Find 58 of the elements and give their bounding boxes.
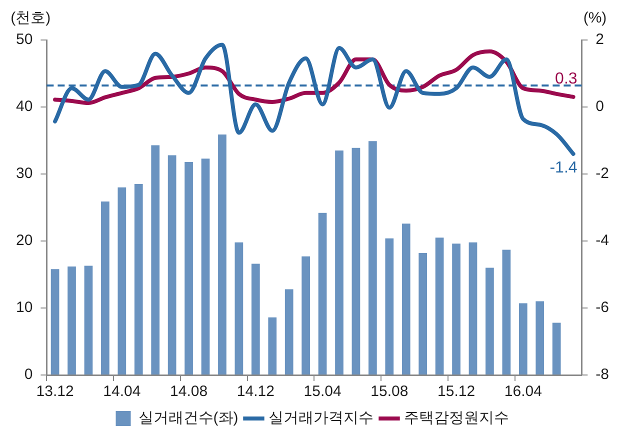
bar [468, 242, 478, 374]
y2-tick-label: -2 [596, 165, 610, 182]
bar [452, 244, 460, 374]
bar [201, 158, 210, 374]
y-tick-label: 50 [16, 31, 33, 48]
bar [368, 141, 377, 374]
bar [234, 242, 244, 374]
y2-tick-label: 0 [596, 98, 604, 116]
bar [218, 134, 226, 374]
bar [268, 317, 277, 374]
x-tick-label: 16.04 [504, 383, 542, 400]
bar [318, 212, 327, 374]
data-label: 0.3 [555, 70, 578, 88]
x-tick-label: 14.08 [170, 383, 208, 400]
data-label: -1.4 [550, 159, 578, 176]
y2-tick-label: 2 [596, 31, 604, 48]
bar [284, 289, 294, 374]
y2-tick-label: -8 [596, 366, 610, 384]
y2-tick-label: -6 [596, 299, 610, 316]
y-tick-label: 20 [16, 232, 33, 250]
bar [435, 238, 444, 374]
y-tick-label: 10 [16, 299, 33, 316]
bar [502, 250, 511, 374]
x-tick-label: 14.04 [103, 383, 141, 400]
bar [352, 148, 360, 374]
bar [118, 187, 126, 374]
bar [68, 266, 76, 374]
bar [151, 145, 160, 374]
bar [518, 303, 528, 374]
x-tick-label: 15.04 [304, 383, 342, 400]
bar [418, 253, 428, 374]
bar [385, 238, 394, 374]
bar [486, 268, 494, 374]
y2-tick-label: -4 [596, 232, 610, 250]
bar [251, 264, 260, 374]
bar [536, 301, 544, 374]
y-tick-label: 30 [16, 165, 33, 182]
bar [552, 322, 561, 374]
bar [84, 266, 93, 374]
bar [302, 256, 310, 374]
y-tick-label: 0 [24, 366, 33, 384]
bar [101, 201, 110, 374]
x-tick-label: 14.12 [236, 383, 274, 400]
bar [335, 150, 344, 374]
legend-label: 주택감정원지수 [404, 410, 510, 427]
bar [402, 224, 410, 374]
bar [50, 269, 60, 374]
bar [168, 155, 176, 374]
y2-axis-title: (%) [583, 10, 607, 27]
y-tick-label: 40 [16, 98, 33, 116]
x-tick-label: 15.12 [438, 383, 476, 400]
x-tick-label: 13.12 [36, 383, 74, 400]
bar [184, 162, 193, 374]
x-tick-label: 15.08 [370, 383, 408, 400]
legend-label: 실거래건수(좌) [138, 410, 238, 427]
y-axis-title: (천호) [10, 10, 51, 27]
bar [134, 184, 143, 374]
legend-label: 실거래가격지수 [268, 410, 374, 427]
